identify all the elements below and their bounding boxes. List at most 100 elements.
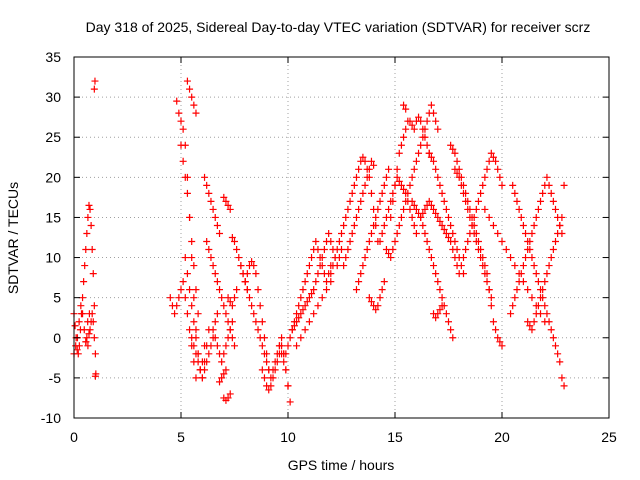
data-point	[333, 246, 341, 254]
data-point	[245, 294, 253, 302]
data-point	[363, 246, 371, 254]
x-tick-label: 15	[387, 429, 403, 445]
data-point	[393, 165, 401, 173]
data-point	[530, 262, 538, 270]
data-point	[543, 173, 551, 181]
data-point	[346, 197, 354, 205]
y-axis-label: SDTVAR / TECUs	[5, 182, 21, 294]
data-point	[243, 286, 251, 294]
data-point	[511, 262, 519, 270]
data-point	[88, 246, 96, 254]
data-point	[220, 350, 228, 358]
data-point	[432, 314, 440, 322]
data-point	[295, 302, 303, 310]
data-point	[408, 197, 416, 205]
data-point	[288, 326, 296, 334]
data-point	[513, 197, 521, 205]
data-point	[423, 117, 431, 125]
data-point	[415, 149, 423, 157]
data-point	[425, 149, 433, 157]
data-point	[310, 286, 318, 294]
data-point	[430, 109, 438, 117]
data-point	[410, 165, 418, 173]
data-point	[342, 213, 350, 221]
data-point	[485, 286, 493, 294]
data-point	[485, 157, 493, 165]
data-point	[312, 238, 320, 246]
data-point	[305, 294, 313, 302]
data-point	[92, 370, 100, 378]
data-point	[445, 213, 452, 221]
data-point	[554, 350, 562, 358]
data-point	[325, 229, 333, 237]
data-point	[222, 310, 230, 318]
data-point	[258, 366, 266, 374]
data-point	[290, 322, 298, 330]
data-point	[222, 366, 230, 374]
data-point	[203, 238, 211, 246]
data-point	[367, 157, 375, 165]
data-point	[434, 213, 442, 221]
data-point	[173, 302, 181, 310]
data-point	[410, 221, 418, 229]
data-point	[502, 246, 510, 254]
data-point	[278, 334, 286, 342]
data-point	[402, 125, 410, 133]
data-point	[494, 165, 502, 173]
data-point	[90, 302, 98, 310]
y-tick-labels: -10 -5 0 5 10 15 20 25 30 35	[41, 49, 61, 426]
data-point	[310, 310, 318, 318]
data-point	[367, 189, 375, 197]
data-point	[241, 278, 249, 286]
data-point	[378, 286, 386, 294]
data-point	[84, 213, 92, 221]
data-point	[226, 298, 234, 306]
data-point	[173, 97, 181, 105]
data-point	[188, 238, 196, 246]
data-point	[408, 213, 416, 221]
data-point	[314, 270, 322, 278]
data-point	[517, 270, 525, 278]
data-point	[541, 278, 549, 286]
data-point	[385, 165, 393, 173]
data-point	[387, 254, 395, 262]
data-point	[87, 221, 95, 229]
data-point	[434, 310, 442, 318]
data-point	[308, 254, 316, 262]
data-point	[299, 286, 307, 294]
data-point	[260, 374, 268, 382]
data-point	[464, 205, 472, 213]
data-point	[338, 229, 345, 237]
data-point	[436, 181, 444, 189]
data-point	[252, 318, 260, 326]
data-point	[556, 358, 564, 366]
data-point	[481, 205, 489, 213]
data-point	[228, 318, 236, 326]
data-point	[346, 238, 354, 246]
data-point	[357, 197, 365, 205]
data-point	[323, 286, 331, 294]
data-point	[498, 342, 506, 350]
data-point	[286, 398, 294, 406]
data-point	[534, 302, 542, 310]
data-point	[402, 197, 410, 205]
data-point	[547, 189, 555, 197]
data-point	[209, 262, 217, 270]
data-point	[213, 342, 221, 350]
data-point	[532, 213, 540, 221]
data-point	[412, 229, 420, 237]
data-point	[406, 205, 414, 213]
data-point	[423, 141, 431, 149]
data-point	[90, 334, 98, 342]
data-point	[481, 270, 489, 278]
data-point	[537, 294, 545, 302]
data-point	[507, 254, 515, 262]
data-point	[355, 205, 363, 213]
data-point	[216, 229, 224, 237]
data-point	[526, 246, 534, 254]
data-point	[352, 173, 360, 181]
data-point	[494, 229, 502, 237]
data-point	[314, 246, 322, 254]
data-point	[85, 330, 93, 338]
data-point	[258, 318, 266, 326]
